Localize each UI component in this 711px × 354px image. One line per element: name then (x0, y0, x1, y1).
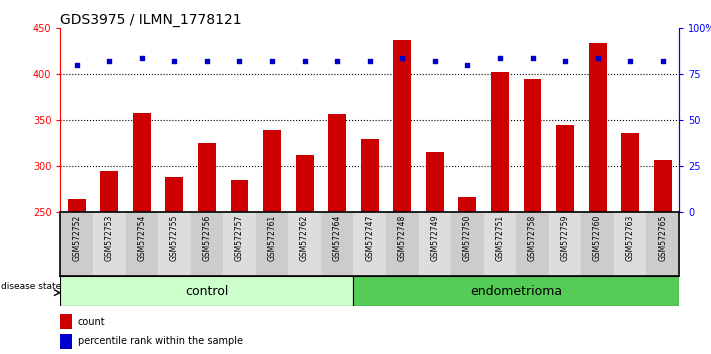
Text: GSM572751: GSM572751 (496, 215, 504, 261)
Point (527, 55, 538, 61)
Point (397, 55, 408, 61)
Text: GSM572747: GSM572747 (365, 215, 374, 261)
Point (104, 59, 115, 64)
Text: disease state: disease state (1, 282, 62, 291)
Text: GSM572759: GSM572759 (560, 215, 570, 261)
Bar (523, 79, 542, 212)
Bar (60, 314, 72, 329)
Point (429, 59, 441, 64)
Bar (191, 212, 223, 276)
Text: GSM572752: GSM572752 (73, 215, 81, 261)
Text: GSM572761: GSM572761 (267, 215, 277, 261)
Point (624, 59, 636, 64)
Bar (646, 212, 679, 276)
Text: percentile rank within the sample: percentile rank within the sample (77, 336, 242, 346)
Bar (393, 40, 411, 212)
Text: GSM572748: GSM572748 (397, 215, 407, 261)
Point (364, 59, 375, 64)
Bar (263, 130, 281, 212)
Bar (589, 43, 606, 212)
Point (657, 59, 668, 64)
Bar (419, 212, 451, 276)
Point (201, 59, 213, 64)
Bar (556, 125, 574, 212)
Text: GDS3975 / ILMN_1778121: GDS3975 / ILMN_1778121 (60, 13, 242, 27)
Bar (321, 212, 353, 276)
Bar (451, 212, 483, 276)
Text: GSM572758: GSM572758 (528, 215, 537, 261)
Bar (386, 212, 419, 276)
Bar (198, 143, 216, 212)
Bar (60, 334, 72, 348)
Bar (328, 114, 346, 212)
Bar (614, 212, 646, 276)
Point (299, 59, 310, 64)
Bar (296, 155, 314, 212)
Bar (491, 73, 509, 212)
Bar (353, 276, 679, 306)
Point (169, 59, 180, 64)
Point (592, 55, 604, 61)
Bar (289, 212, 321, 276)
Bar (230, 180, 248, 212)
Bar (360, 139, 379, 212)
Bar (60, 212, 93, 276)
Text: GSM572756: GSM572756 (203, 215, 211, 261)
Bar (100, 171, 118, 212)
Bar (256, 212, 289, 276)
Text: GSM572750: GSM572750 (463, 215, 472, 261)
Text: GSM572763: GSM572763 (626, 215, 635, 261)
Text: control: control (186, 285, 229, 298)
Bar (166, 177, 183, 212)
Bar (582, 212, 614, 276)
Text: endometrioma: endometrioma (470, 285, 562, 298)
Text: GSM572754: GSM572754 (137, 215, 146, 261)
Text: GSM572757: GSM572757 (235, 215, 244, 261)
Bar (133, 113, 151, 212)
Bar (459, 197, 476, 212)
Bar (353, 212, 386, 276)
Bar (654, 160, 672, 212)
Text: GSM572755: GSM572755 (170, 215, 179, 261)
Bar (60, 276, 353, 306)
Bar (223, 212, 256, 276)
Text: GSM572764: GSM572764 (333, 215, 342, 261)
Text: GSM572749: GSM572749 (430, 215, 439, 261)
Text: GSM572753: GSM572753 (105, 215, 114, 261)
Point (71, 62, 82, 68)
Bar (621, 133, 639, 212)
Bar (158, 212, 191, 276)
Point (267, 59, 278, 64)
Bar (93, 212, 126, 276)
Text: count: count (77, 316, 105, 327)
Point (234, 59, 245, 64)
Point (461, 62, 473, 68)
Bar (68, 199, 85, 212)
Point (136, 55, 147, 61)
Point (494, 55, 506, 61)
Bar (483, 212, 516, 276)
Text: GSM572762: GSM572762 (300, 215, 309, 261)
Text: GSM572760: GSM572760 (593, 215, 602, 261)
Text: GSM572765: GSM572765 (658, 215, 667, 261)
Point (331, 59, 343, 64)
Bar (549, 212, 582, 276)
Bar (516, 212, 549, 276)
Bar (426, 152, 444, 212)
Bar (126, 212, 158, 276)
Point (560, 59, 571, 64)
